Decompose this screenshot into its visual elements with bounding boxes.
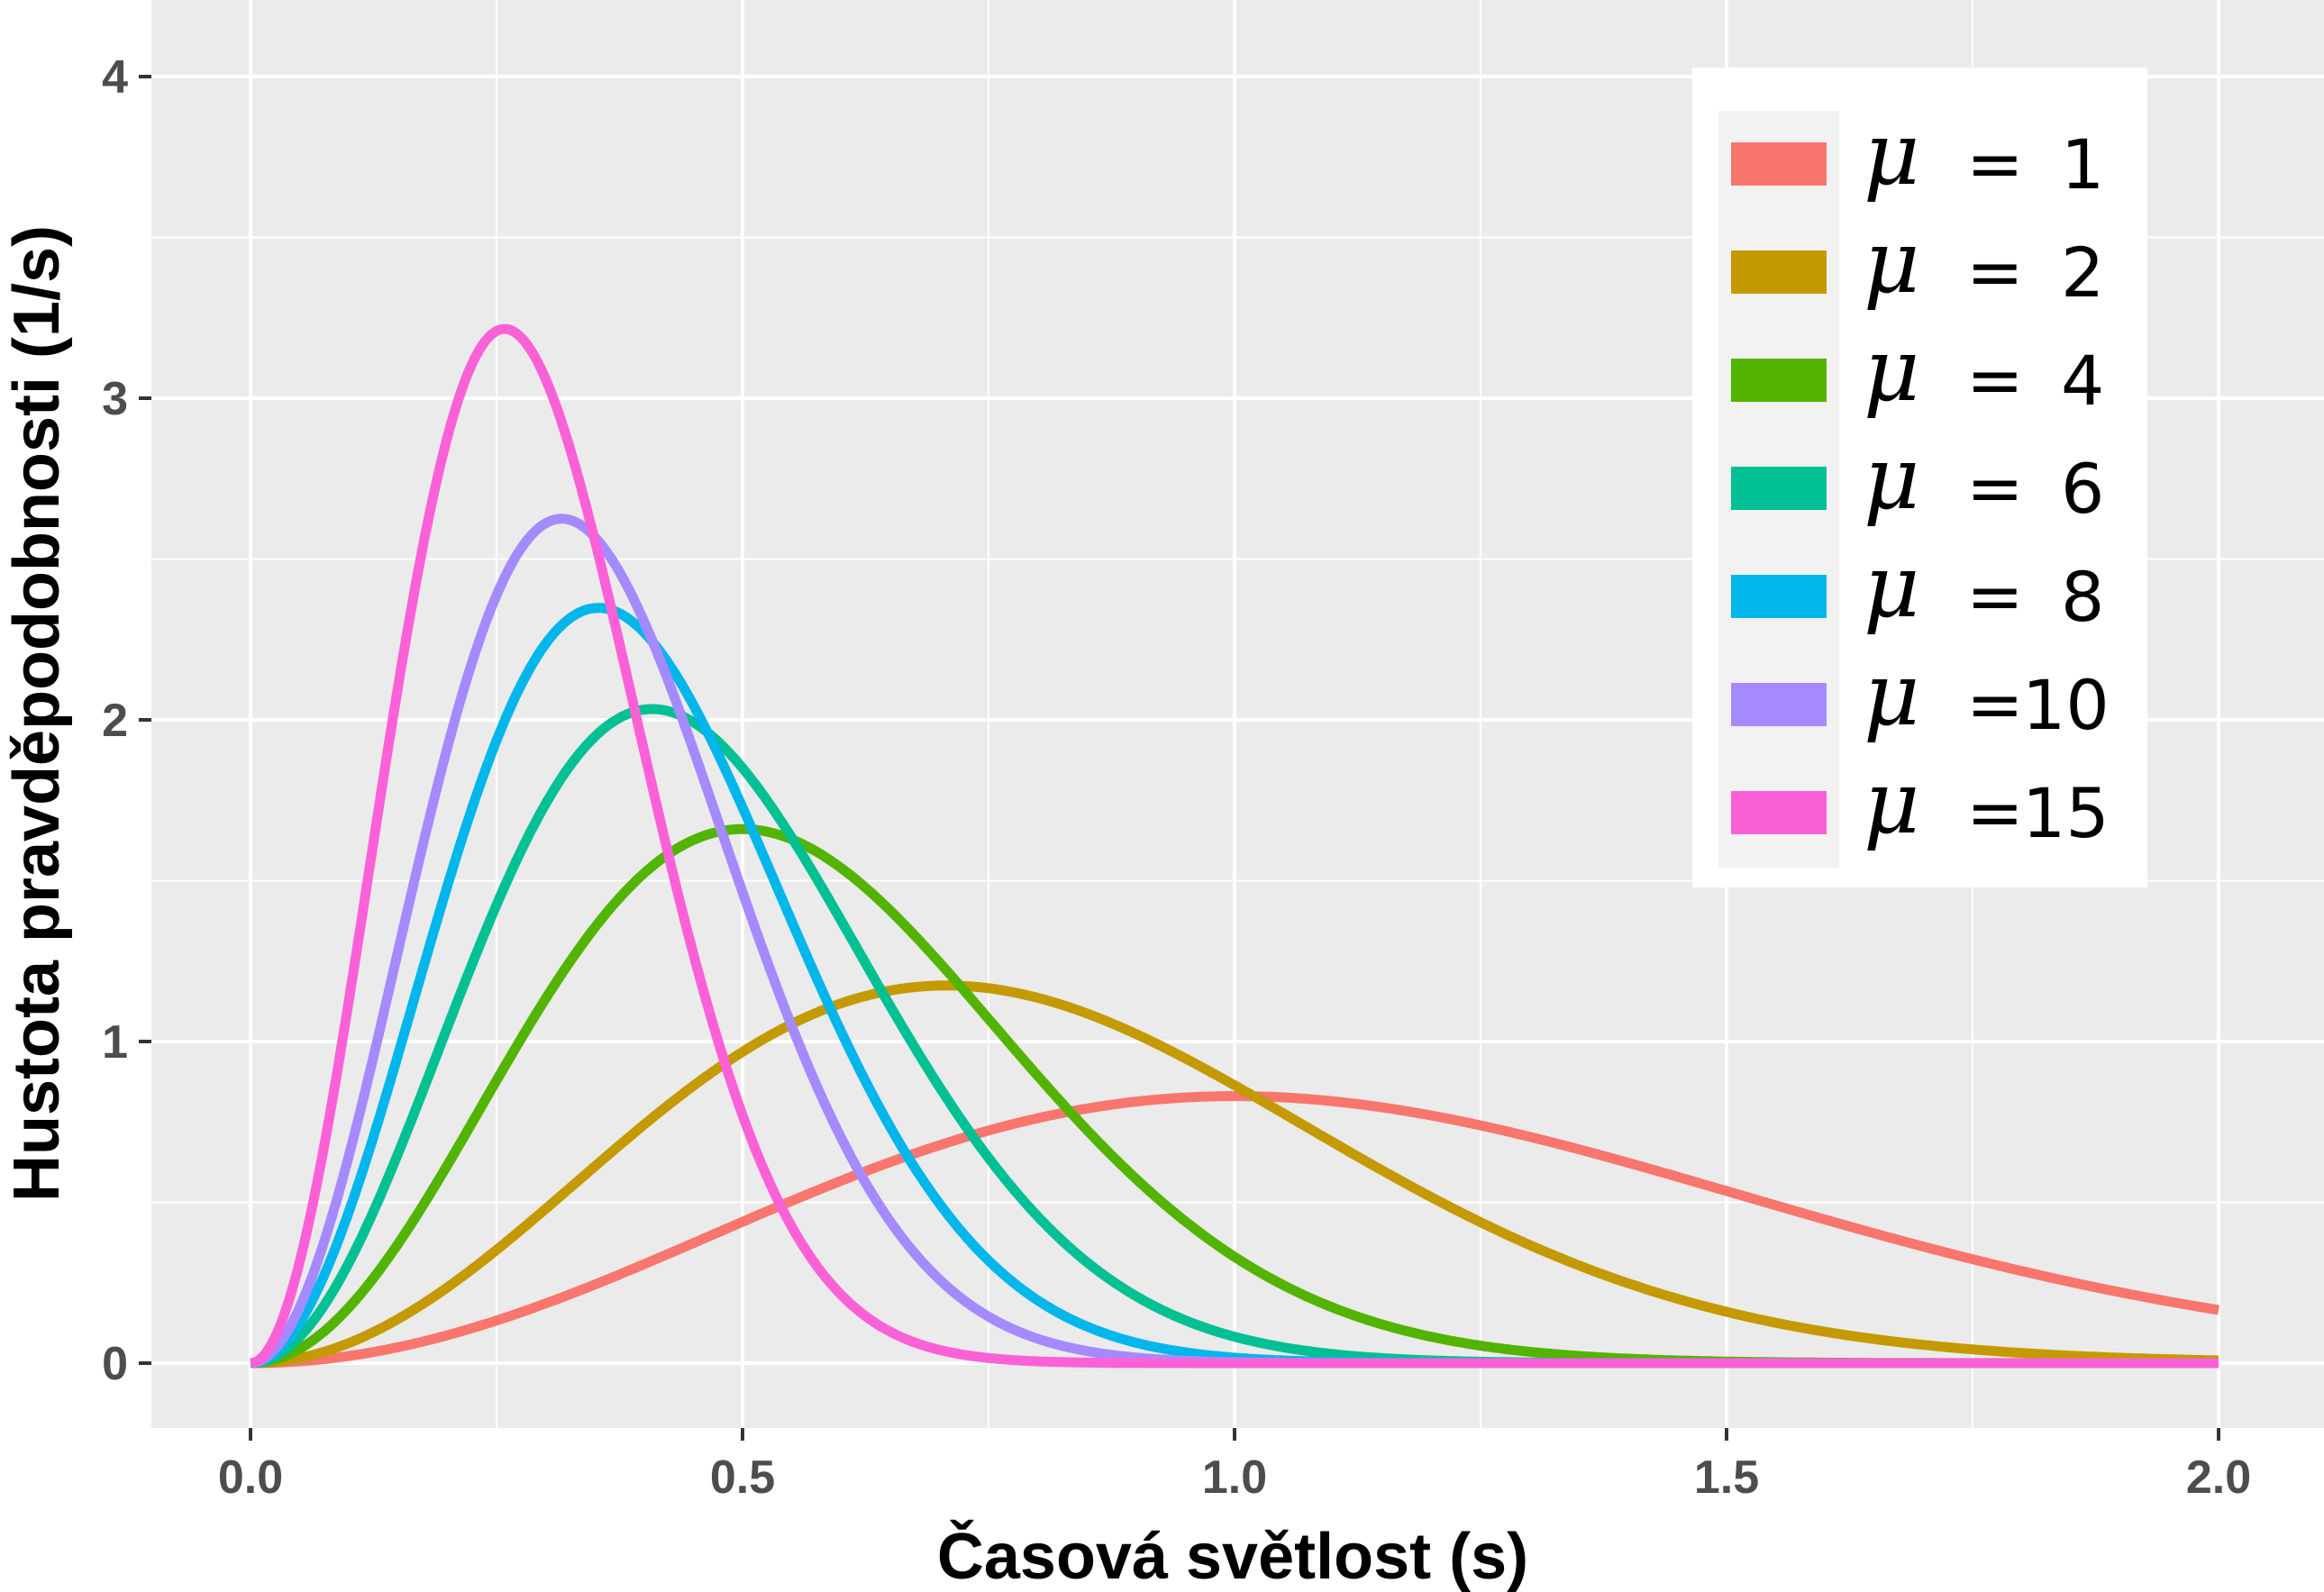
y-tick-label: 2 (102, 695, 128, 747)
legend-item-mu-4: μ = 4 (1731, 320, 2104, 421)
y-tick-label: 1 (102, 1016, 128, 1069)
x-tick-labels: 0.0 0.5 1.0 1.5 2.0 (218, 1451, 2251, 1504)
legend-item-mu-15: μ =15 (1731, 752, 2110, 853)
legend-equals: = (1966, 448, 2024, 528)
legend-key (1731, 683, 1827, 726)
legend-value: 8 (2061, 557, 2104, 637)
y-tick-label: 3 (102, 373, 128, 425)
legend-items: μ = 1μ = 2μ = 4μ = 6μ = 8μ =10μ =15 (1731, 104, 2110, 853)
legend-equals: = (1966, 772, 2024, 852)
legend-key (1731, 142, 1827, 186)
legend-item-mu-2: μ = 2 (1731, 212, 2104, 313)
legend-mu-symbol: μ (1864, 428, 1919, 529)
series-lines (248, 323, 2221, 1369)
legend-equals: = (1966, 232, 2024, 312)
legend-equals: = (1966, 556, 2024, 636)
legend-item-mu-8: μ = 8 (1731, 536, 2104, 637)
x-tick-label: 0.0 (218, 1451, 283, 1504)
legend-key (1731, 250, 1827, 294)
legend-mu-symbol: μ (1864, 752, 1919, 853)
legend-value: 6 (2061, 449, 2104, 529)
y-tick-label: 0 (102, 1338, 128, 1390)
legend-item-mu-1: μ = 1 (1731, 104, 2104, 205)
y-axis-title: Hustota pravděpodobnosti (1/s) (1, 225, 73, 1202)
legend-equals: = (1966, 123, 2024, 204)
legend-key (1731, 467, 1827, 510)
x-tick-label: 2.0 (2186, 1451, 2251, 1504)
legend-key (1731, 575, 1827, 618)
series-line-mu-15 (248, 323, 2221, 1369)
x-tick-label: 1.5 (1694, 1451, 1759, 1504)
legend-equals: = (1966, 340, 2024, 420)
legend-value: 15 (2022, 773, 2110, 853)
legend-item-mu-6: μ = 6 (1731, 428, 2104, 529)
y-tick-labels: 0 1 2 3 4 (102, 51, 128, 1390)
legend: μ = 1μ = 2μ = 4μ = 6μ = 8μ =10μ =15 (1692, 68, 2147, 887)
legend-key (1731, 791, 1827, 834)
legend-equals: = (1966, 664, 2024, 744)
series-line-mu-1 (248, 1091, 2221, 1369)
x-axis-title: Časová světlost (s) (937, 1520, 1528, 1592)
legend-mu-symbol: μ (1864, 320, 1919, 421)
legend-value: 2 (2061, 232, 2104, 313)
legend-item-mu-10: μ =10 (1731, 644, 2110, 745)
legend-key (1731, 359, 1827, 402)
legend-mu-symbol: μ (1864, 644, 1919, 745)
legend-value: 10 (2022, 665, 2110, 745)
legend-value: 4 (2061, 341, 2104, 421)
y-tick-label: 4 (102, 51, 128, 104)
legend-mu-symbol: μ (1864, 104, 1919, 205)
legend-mu-symbol: μ (1864, 212, 1919, 313)
legend-value: 1 (2061, 124, 2104, 205)
series-line-mu-2 (248, 980, 2221, 1369)
axis-ticks (139, 75, 2220, 1441)
legend-mu-symbol: μ (1864, 536, 1919, 637)
x-tick-label: 1.0 (1202, 1451, 1267, 1504)
x-tick-label: 0.5 (710, 1451, 775, 1504)
